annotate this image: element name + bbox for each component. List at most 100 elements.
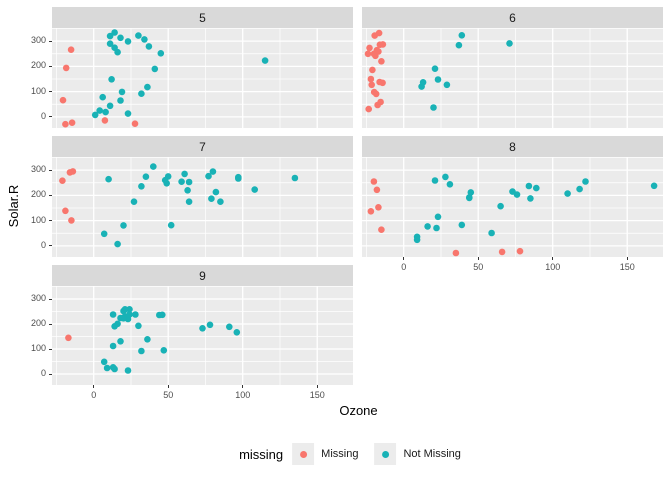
data-point [217, 198, 224, 205]
data-point [59, 96, 67, 104]
facet-strip-label: 6 [509, 10, 516, 25]
data-point [114, 240, 121, 248]
data-point [365, 105, 372, 113]
data-point [378, 58, 385, 65]
data-point [138, 90, 145, 97]
data-point [159, 311, 166, 319]
data-point [373, 186, 381, 194]
data-point [367, 208, 375, 215]
data-point [144, 83, 151, 91]
legend-label-not-missing: Not Missing [403, 448, 461, 460]
facet-panel-5 [52, 28, 353, 128]
y-tick-mark [49, 298, 52, 300]
data-point [291, 174, 299, 182]
data-point [564, 190, 571, 197]
data-point [91, 111, 99, 119]
data-point [108, 76, 115, 83]
data-point [226, 323, 233, 331]
facet-strip-label: 5 [199, 10, 206, 25]
facet-panel-6 [362, 28, 663, 128]
x-tick-mark [477, 257, 479, 260]
y-tick-mark [49, 169, 52, 171]
data-point [132, 311, 139, 318]
data-point [124, 110, 132, 117]
data-point [109, 311, 117, 318]
data-point [126, 311, 133, 318]
y-tick-label: 0 [40, 239, 46, 250]
data-point [376, 78, 383, 86]
data-point [498, 248, 506, 256]
data-point [181, 170, 188, 178]
data-point [235, 173, 242, 181]
y-tick-mark [49, 348, 52, 350]
y-tick-mark [49, 194, 52, 196]
not-missing-dot-icon [381, 450, 389, 458]
x-tick-label: 0 [91, 390, 97, 400]
data-point [100, 230, 108, 238]
y-tick-mark [49, 40, 52, 42]
x-tick-label: 0 [401, 262, 407, 272]
data-point [431, 177, 439, 184]
legend-title: missing [239, 446, 284, 462]
data-point [375, 204, 382, 211]
data-point [379, 41, 387, 48]
data-point [424, 223, 431, 230]
y-tick-label: 300 [30, 35, 46, 46]
y-tick-mark [49, 373, 52, 375]
facet-strip-label: 9 [199, 268, 206, 283]
y-tick-mark [49, 323, 52, 325]
x-tick-label: 150 [309, 390, 325, 400]
data-point [65, 334, 72, 342]
data-point [433, 224, 440, 232]
legend-key-missing [292, 443, 315, 465]
data-point [105, 175, 112, 183]
x-tick-label: 50 [473, 262, 484, 272]
data-point [368, 81, 375, 89]
data-point [62, 207, 69, 215]
x-tick-label: 100 [235, 390, 251, 400]
data-point [525, 182, 533, 190]
data-point [371, 32, 378, 39]
data-point [419, 79, 427, 86]
facet-panel-7 [52, 157, 353, 257]
data-point [67, 46, 75, 53]
data-point [111, 44, 118, 51]
data-point [117, 34, 124, 42]
data-point [206, 321, 214, 329]
data-point [68, 119, 76, 126]
data-point [466, 194, 473, 202]
data-point [151, 65, 159, 73]
data-point [452, 249, 460, 257]
data-point [446, 181, 454, 188]
data-point [506, 40, 513, 47]
data-point [205, 172, 212, 180]
data-point [111, 323, 118, 330]
x-tick-label: 50 [163, 390, 174, 400]
facet-strip-label: 8 [509, 139, 516, 154]
data-point [68, 217, 75, 224]
data-point [184, 187, 191, 194]
data-point [369, 66, 376, 74]
facet-strip-label: 7 [199, 139, 206, 154]
data-point [106, 40, 114, 47]
data-point [124, 38, 132, 45]
data-point [378, 226, 385, 233]
data-point [458, 32, 466, 39]
data-point [117, 97, 124, 104]
y-tick-mark [49, 65, 52, 67]
data-point [413, 233, 421, 241]
y-tick-label: 300 [30, 164, 46, 175]
data-point [59, 177, 66, 184]
facet-panel-9 [52, 286, 353, 385]
facet-strip-5: 5 [52, 7, 353, 28]
data-point [62, 64, 70, 72]
x-tick-mark [242, 385, 244, 388]
data-point [150, 163, 157, 170]
data-point [157, 50, 165, 57]
data-point [467, 189, 475, 196]
data-point [650, 182, 658, 190]
data-point [69, 168, 77, 175]
data-point [141, 36, 148, 43]
y-tick-label: 100 [30, 214, 46, 225]
